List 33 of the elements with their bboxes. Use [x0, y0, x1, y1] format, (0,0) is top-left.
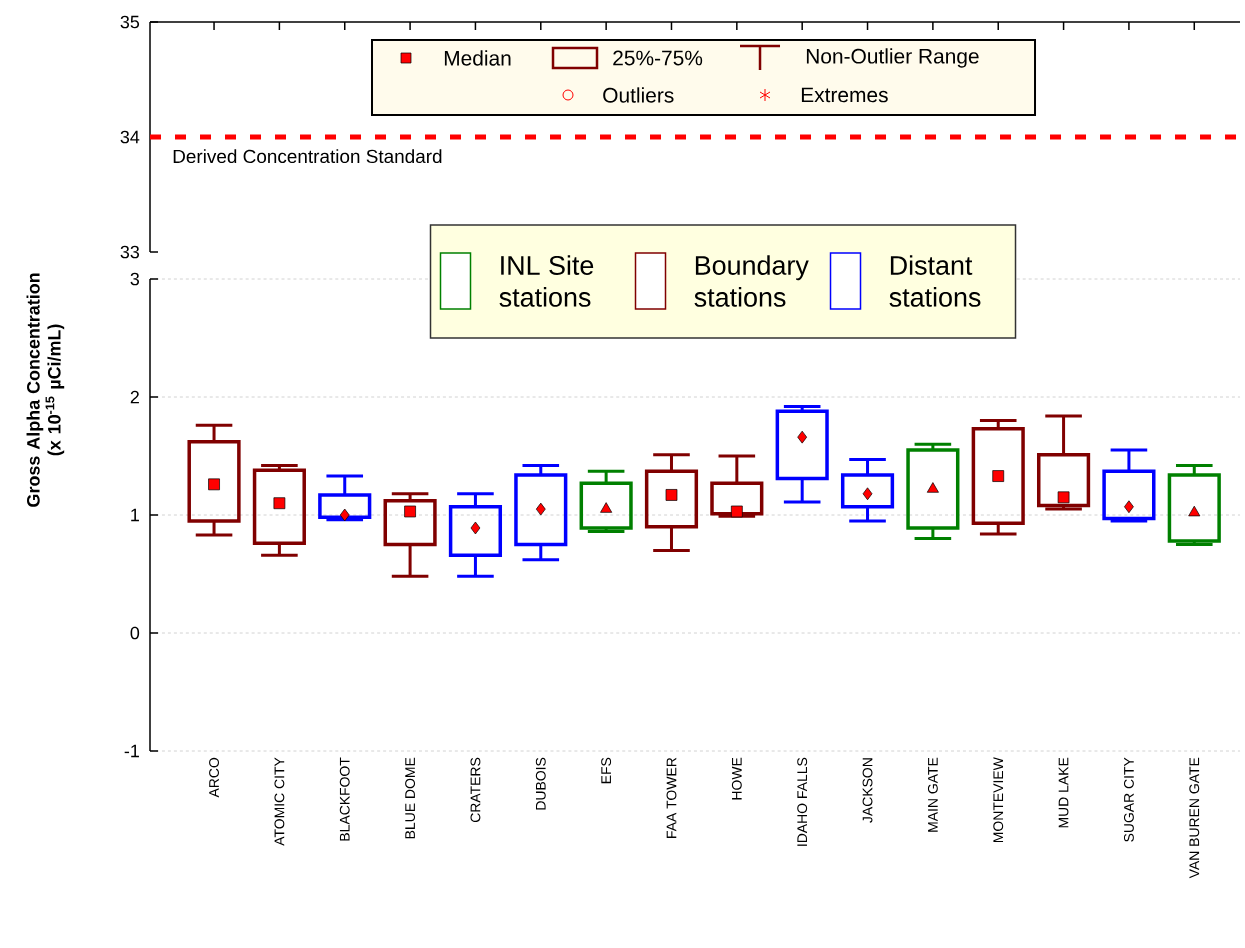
legend-label: Boundary stations — [694, 255, 809, 307]
annotation: Non-Outlier Range — [806, 48, 979, 68]
annotation: Outliers — [603, 87, 674, 103]
y-tick-label: 33 — [120, 245, 140, 259]
y-tick-label: 35 — [120, 15, 140, 29]
y-tick-label: 0 — [130, 626, 140, 640]
x-tick-label: SUGAR CITY — [1123, 757, 1134, 842]
x-tick-label: HOWE — [731, 757, 742, 800]
annotation: 25%-75% — [613, 50, 703, 66]
x-tick-label: IDAHO FALLS — [797, 757, 808, 846]
legend-label: Distant stations — [889, 255, 981, 307]
x-tick-label: DUBOIS — [535, 757, 546, 810]
annotation: Median — [444, 50, 511, 66]
ref-line-label: Derived Concentration Standard — [173, 149, 442, 164]
x-tick-label: JACKSON — [862, 758, 873, 823]
y-tick-label: 34 — [120, 130, 140, 144]
x-tick-label: ATOMIC CITY — [274, 757, 285, 846]
y-tick-label: 3 — [130, 272, 140, 286]
legend-label: INL Site stations — [499, 255, 594, 307]
y-tick-label: 2 — [130, 390, 139, 404]
y-tick-label: -1 — [124, 744, 139, 758]
x-tick-label: BLUE DOME — [405, 757, 416, 839]
x-tick-label: ARCO — [209, 757, 219, 798]
x-tick-label: MUD LAKE — [1058, 757, 1069, 828]
x-tick-label: EFS — [601, 757, 612, 784]
x-tick-label: CRATERS — [470, 757, 481, 823]
x-tick-label: MAIN GATE — [927, 757, 938, 832]
x-tick-label: BLACKFOOT — [339, 757, 350, 841]
x-tick-label: MONTEVIEW — [993, 757, 1004, 843]
annotation: Extremes — [801, 87, 888, 103]
x-tick-label: VAN BUREN GATE — [1189, 757, 1200, 879]
x-tick-label: FAA TOWER — [666, 757, 677, 838]
y-tick-label: 1 — [131, 508, 139, 522]
